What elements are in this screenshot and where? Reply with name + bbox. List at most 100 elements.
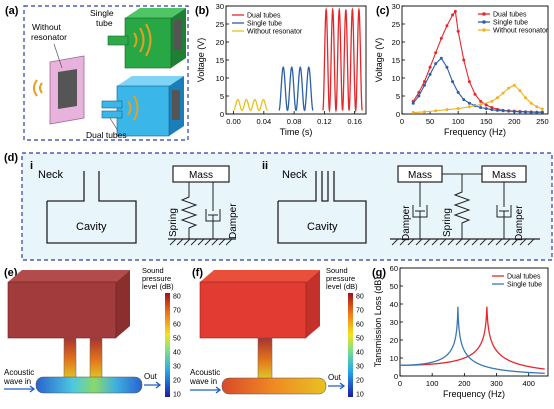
colorbar-tick-label: 80 — [173, 294, 181, 301]
panel-label-a: (a) — [5, 5, 19, 17]
single-tube-label: Single tube — [90, 8, 116, 28]
panel-b: (b) 0.00 0.04 0.08 0.12 0.16 0 5 10 15 20 25 30 Time… — [195, 2, 367, 137]
panel-a: (a) Without resonator Single tube Dual t… — [5, 5, 189, 141]
data-point — [518, 89, 522, 93]
y-axis-label: Voltage (V) — [374, 38, 384, 83]
data-point — [495, 96, 499, 100]
y-tick-label: 20 — [216, 38, 224, 47]
ground-hatch-ii — [391, 238, 535, 246]
coupling-ii — [442, 173, 482, 239]
y-tick-label: 0 — [394, 372, 398, 381]
spring-label-i: Spring — [168, 208, 179, 237]
data-point — [495, 108, 499, 112]
data-point — [417, 90, 421, 94]
data-point — [467, 105, 471, 109]
colorbar-tick-label: 20 — [356, 378, 364, 385]
cavity-label-i: Cavity — [76, 221, 107, 233]
chart-g: 0 100 200 300 400 0 10 20 30 40 50 60 Frequency (Hz)… — [373, 264, 549, 399]
colorbar-tick-label: 10 — [173, 392, 181, 399]
colorbar-tick-label: 40 — [173, 350, 181, 357]
dual-tube-2 — [101, 110, 123, 119]
data-point — [529, 101, 533, 105]
chart-c: 0 50 100 150 200 250 0 5 10 15 20 25 30 Frequency (Hz… — [374, 2, 549, 137]
data-point — [434, 51, 438, 55]
y-tick-label: 60 — [390, 264, 398, 273]
data-point — [456, 90, 460, 94]
data-point — [462, 98, 466, 102]
y-tick-label: 30 — [392, 2, 400, 11]
neck-tube-e-2 — [89, 337, 103, 383]
colorbar-tick-label: 20 — [173, 378, 181, 385]
panel-d-border — [21, 152, 553, 261]
dual-tube-1 — [101, 100, 123, 109]
data-point — [507, 86, 511, 90]
label-i: i — [30, 160, 33, 172]
data-point — [501, 109, 505, 113]
cavity-label-ii: Cavity — [307, 221, 338, 233]
data-point — [451, 80, 455, 84]
cavity-i — [46, 171, 137, 244]
main-pipe-e — [35, 376, 143, 394]
x-tick-label: 0.08 — [287, 117, 302, 126]
legend-label: Dual tubes — [507, 274, 541, 281]
x-tick-label: 0 — [398, 379, 402, 388]
damper-ii-left — [412, 182, 428, 239]
mass-i — [172, 165, 230, 183]
neck-tube-f — [257, 337, 273, 383]
colorbar-tick-label: 10 — [356, 392, 364, 399]
y-tick-label: 50 — [390, 282, 398, 291]
data-point — [540, 107, 544, 111]
legend-title-f: Sound pressure level (dB) — [326, 266, 358, 291]
data-point — [439, 56, 443, 60]
data-point — [473, 92, 477, 96]
colorbar-tick-label: 50 — [356, 336, 364, 343]
green-box-front — [124, 17, 172, 69]
panel-label-g: (g) — [372, 267, 386, 279]
panel-label-b: (b) — [195, 5, 209, 17]
data-point — [445, 24, 449, 28]
data-point — [484, 103, 488, 107]
legend-label: Without resonator — [493, 28, 549, 35]
data-point — [434, 109, 438, 113]
y-axis-label: Tansmission Loss (dB) — [373, 277, 383, 368]
data-point — [479, 103, 483, 107]
x-tick-label: 0.12 — [317, 117, 332, 126]
arrow-out-e — [144, 381, 162, 389]
y-tick-label: 5 — [220, 92, 224, 101]
mass-label-ii-left: Mass — [408, 170, 432, 181]
x-tick-label: 100 — [452, 117, 465, 126]
data-point — [453, 9, 457, 13]
legend-title-e: Sound pressure level (dB) — [142, 266, 174, 291]
legend-label: Without resonator — [247, 29, 303, 36]
x-tick-label: 300 — [490, 379, 503, 388]
data-point — [524, 110, 528, 114]
data-point — [445, 65, 449, 69]
y-axis-label: Voltage (V) — [196, 38, 206, 83]
colorbar-e — [165, 293, 170, 397]
acoustic-label-e: Acoustic wave in — [3, 368, 36, 386]
sound-wave-icon-green — [133, 23, 152, 57]
series-line — [412, 57, 543, 113]
y-tick-label: 5 — [396, 92, 400, 101]
cavity-box-side-e — [116, 270, 130, 338]
data-point — [490, 108, 494, 112]
arrow-in-e — [4, 385, 36, 393]
spring-label-ii: Spring — [442, 208, 453, 237]
neck-label-i: Neck — [38, 169, 64, 181]
x-tick-label: 0.00 — [226, 117, 241, 126]
legend-label: Single tube — [247, 21, 282, 28]
chart-b: 0.00 0.04 0.08 0.12 0.16 0 5 10 15 20 25 30 Time (s)… — [196, 2, 367, 137]
series-line — [413, 84, 543, 114]
panel-f: (f) Acoustic wave in Out Sound pressure … — [189, 266, 364, 399]
mass-label-i: Mass — [189, 170, 213, 181]
data-point — [417, 94, 421, 98]
x-tick-label: 200 — [508, 117, 521, 126]
legend-marker — [482, 28, 486, 32]
y-tick-label: 0 — [220, 110, 224, 119]
green-box-window — [174, 20, 182, 50]
x-tick-label: 100 — [426, 379, 439, 388]
cavity-box-top-e — [8, 270, 130, 282]
cavity-box-front-e — [7, 281, 117, 339]
out-label-e: Out — [144, 372, 158, 381]
colorbar-tick-label: 40 — [356, 350, 364, 357]
